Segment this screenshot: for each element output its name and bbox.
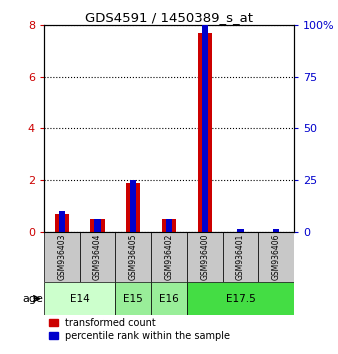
Title: GDS4591 / 1450389_s_at: GDS4591 / 1450389_s_at — [85, 11, 253, 24]
Text: age: age — [22, 293, 43, 304]
Bar — [115, 232, 151, 282]
Bar — [44, 232, 80, 282]
Bar — [80, 232, 115, 282]
Bar — [90, 219, 105, 232]
Text: E14: E14 — [70, 293, 90, 304]
Text: GSM936402: GSM936402 — [165, 234, 173, 280]
Bar — [162, 219, 176, 232]
Bar — [130, 180, 137, 232]
Bar — [94, 219, 101, 232]
Bar — [151, 232, 187, 282]
Bar — [55, 214, 69, 232]
Bar — [223, 232, 258, 282]
Bar — [198, 33, 212, 232]
Text: GSM936403: GSM936403 — [57, 234, 66, 280]
Bar — [126, 183, 140, 232]
Bar — [237, 229, 244, 232]
Bar — [273, 229, 280, 232]
Bar — [201, 25, 208, 232]
Bar — [44, 282, 115, 315]
Bar — [258, 232, 294, 282]
Bar — [151, 282, 187, 315]
Bar — [187, 282, 294, 315]
Bar — [58, 211, 65, 232]
Bar — [166, 219, 172, 232]
Text: E16: E16 — [159, 293, 179, 304]
Bar — [187, 232, 223, 282]
Text: E15: E15 — [123, 293, 143, 304]
Legend: transformed count, percentile rank within the sample: transformed count, percentile rank withi… — [49, 318, 230, 341]
Text: GSM936406: GSM936406 — [272, 234, 281, 280]
Text: GSM936404: GSM936404 — [93, 234, 102, 280]
Text: GSM936400: GSM936400 — [200, 234, 209, 280]
Text: E17.5: E17.5 — [225, 293, 255, 304]
Text: GSM936401: GSM936401 — [236, 234, 245, 280]
Bar — [115, 282, 151, 315]
Text: GSM936405: GSM936405 — [129, 234, 138, 280]
